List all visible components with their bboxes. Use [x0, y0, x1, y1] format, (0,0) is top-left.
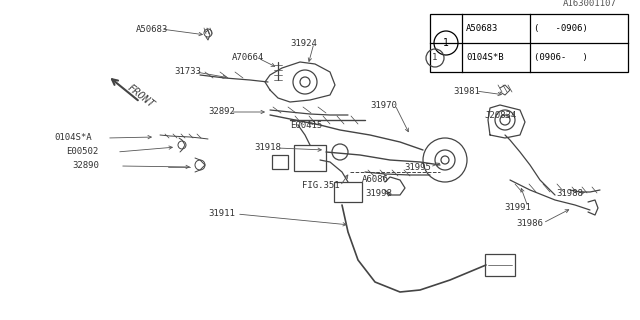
Text: A6086: A6086 — [362, 174, 389, 183]
Text: J20834: J20834 — [484, 111, 516, 121]
Text: 1: 1 — [443, 38, 449, 48]
Text: 31911: 31911 — [208, 210, 235, 219]
Text: 32892: 32892 — [208, 108, 235, 116]
Text: 1: 1 — [432, 53, 438, 62]
Text: (   -0906): ( -0906) — [534, 24, 588, 33]
Text: E00415: E00415 — [290, 122, 323, 131]
Text: FIG.351: FIG.351 — [302, 181, 340, 190]
Text: 31991: 31991 — [504, 203, 531, 212]
Bar — [294, 145, 326, 171]
Bar — [485, 254, 515, 276]
Text: 31970: 31970 — [370, 100, 397, 109]
Bar — [272, 155, 288, 169]
Text: A163001107: A163001107 — [563, 0, 617, 8]
Circle shape — [434, 31, 458, 55]
Text: 0104S*B: 0104S*B — [466, 53, 504, 62]
Text: A70664: A70664 — [232, 53, 264, 62]
Text: A50683: A50683 — [466, 24, 499, 33]
Text: 31918: 31918 — [254, 143, 281, 153]
Text: (0906-   ): (0906- ) — [534, 53, 588, 62]
Text: 31995: 31995 — [404, 163, 431, 172]
Text: 31981: 31981 — [453, 86, 480, 95]
Text: 31998: 31998 — [365, 189, 392, 198]
Text: 31986: 31986 — [516, 219, 543, 228]
Bar — [430, 14, 628, 72]
Text: 31733: 31733 — [174, 68, 201, 76]
Text: A50683: A50683 — [136, 25, 168, 34]
Text: E00502: E00502 — [66, 148, 99, 156]
Text: FRONT: FRONT — [125, 83, 156, 109]
Text: 32890: 32890 — [72, 162, 99, 171]
Text: 31924: 31924 — [290, 38, 317, 47]
Text: 31988: 31988 — [556, 188, 583, 197]
Bar — [334, 182, 362, 202]
Text: 0104S*A: 0104S*A — [54, 133, 92, 142]
